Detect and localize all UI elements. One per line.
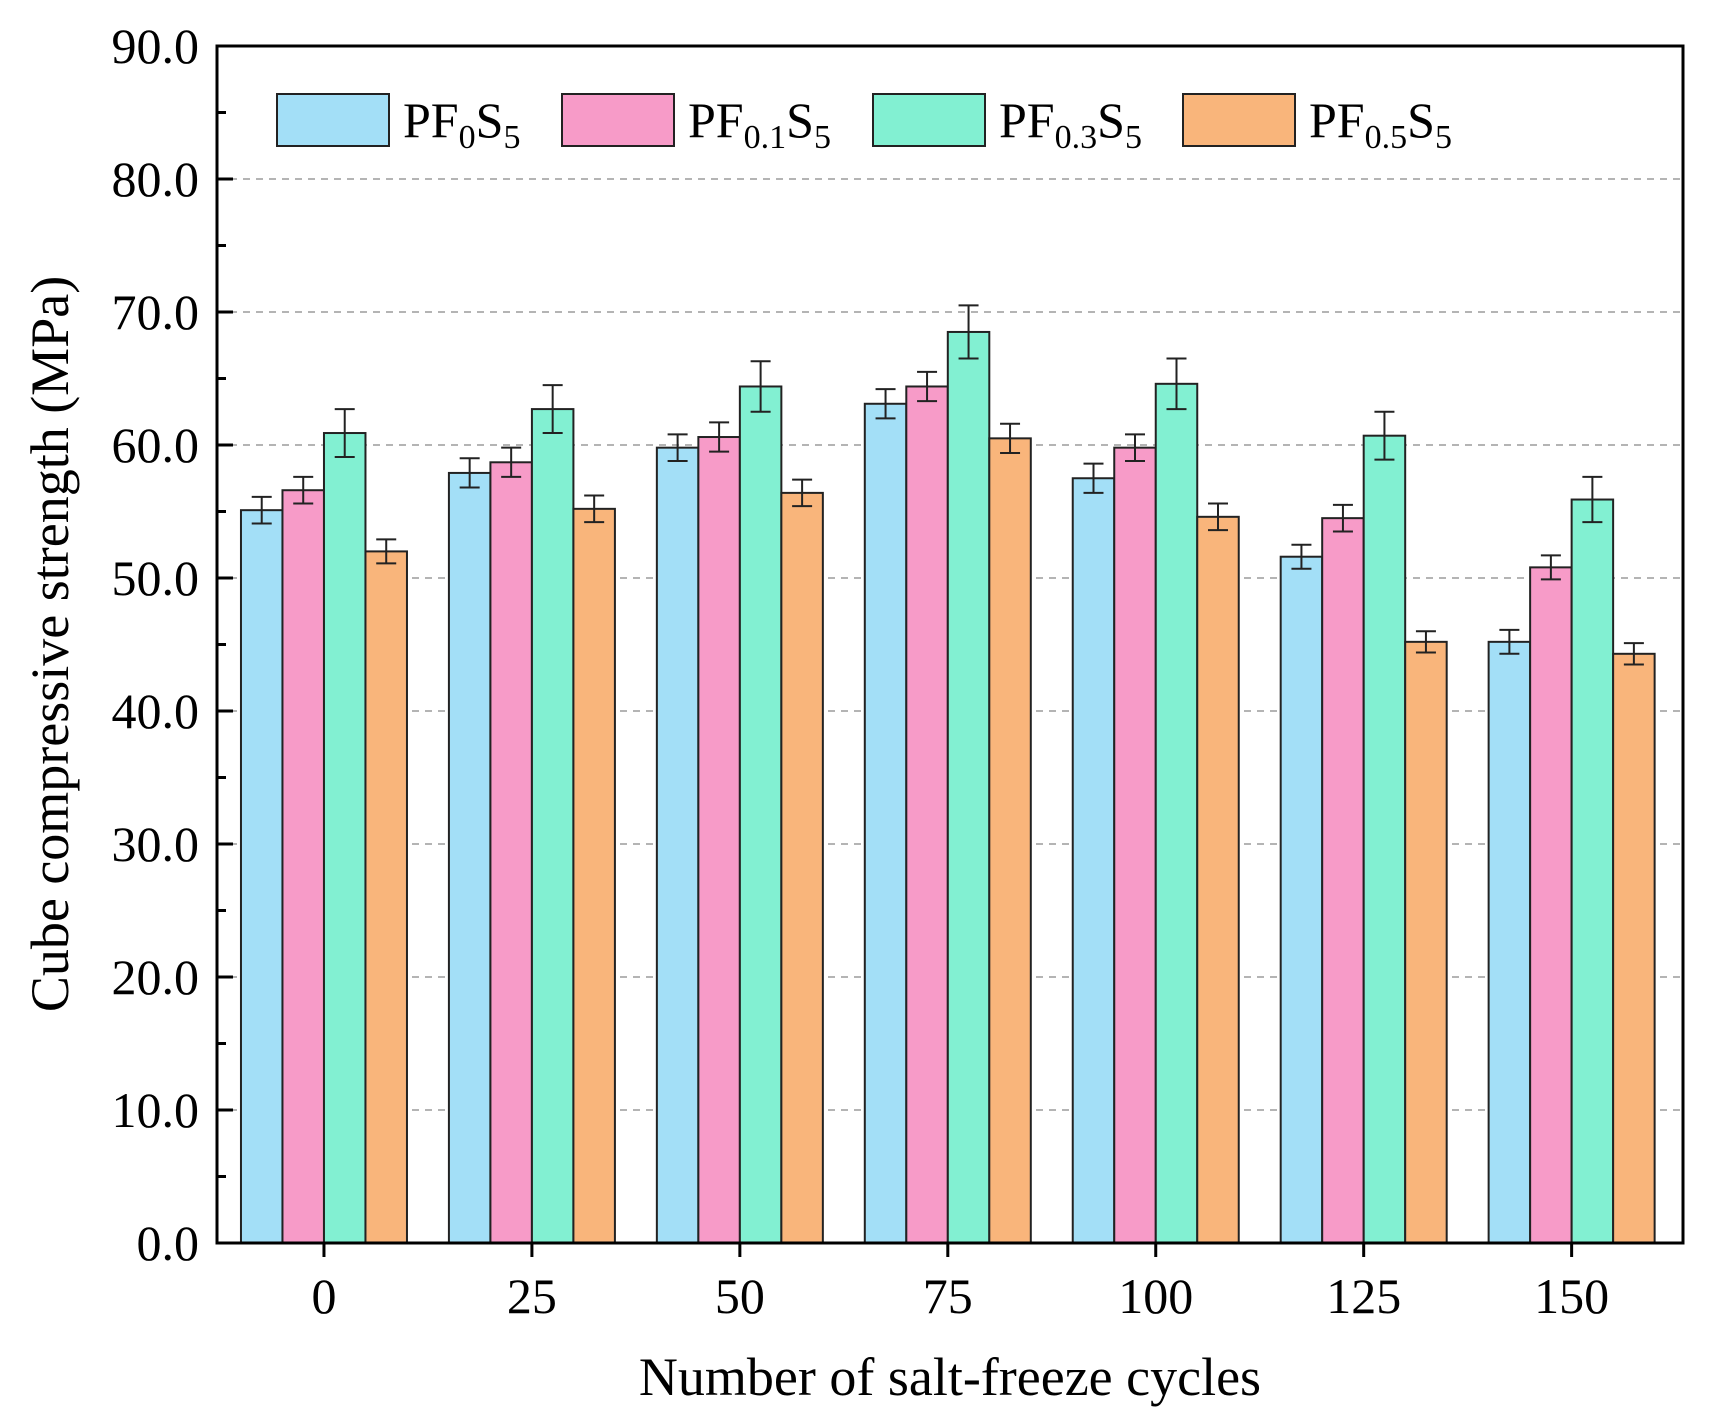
bar	[780, 491, 824, 1244]
y-tick-label: 0.0	[137, 1215, 200, 1271]
y-tick-label: 30.0	[112, 816, 200, 872]
bar	[863, 402, 908, 1244]
legend-label: PF0S5	[403, 92, 520, 156]
y-tick-label: 20.0	[112, 949, 200, 1005]
legend-swatch	[872, 93, 986, 147]
bar	[364, 550, 408, 1244]
bar	[1612, 652, 1656, 1244]
legend: PF0S5 PF0.1S5 PF0.3S5 PF0.5S5	[276, 92, 1452, 156]
bar	[988, 437, 1032, 1245]
y-tick-label: 70.0	[112, 284, 200, 340]
y-axis-ticks: 0.0 10.0 20.0 30.0 40.0 50.0 60.0 70.0 80.0 90.0	[112, 18, 233, 1271]
bar	[1071, 477, 1116, 1244]
bar	[322, 432, 367, 1244]
legend-label: PF0.1S5	[688, 92, 831, 156]
bar	[1196, 515, 1240, 1244]
bar	[738, 385, 783, 1245]
bar	[1529, 566, 1573, 1244]
bar	[1321, 517, 1365, 1244]
bar	[655, 446, 700, 1245]
bar	[1279, 555, 1324, 1244]
bar	[1154, 382, 1199, 1244]
bar	[697, 436, 741, 1244]
bars	[239, 330, 1656, 1245]
y-tick-label: 90.0	[112, 18, 200, 74]
y-tick-label: 10.0	[112, 1082, 200, 1138]
bar	[1487, 640, 1532, 1244]
y-tick-label: 40.0	[112, 683, 200, 739]
bar	[1570, 498, 1615, 1244]
x-tick-label: 25	[507, 1268, 557, 1324]
x-axis-title: Number of salt-freeze cycles	[639, 1347, 1261, 1407]
bar	[281, 489, 325, 1245]
bar	[239, 509, 284, 1245]
legend-label: PF0.3S5	[999, 92, 1142, 156]
bar	[946, 330, 991, 1244]
y-axis-title: Cube compressive strength (MPa)	[20, 276, 80, 1012]
error-bars	[251, 304, 1644, 666]
y-tick-label: 50.0	[112, 550, 200, 606]
x-tick-label: 100	[1118, 1268, 1193, 1324]
x-tick-label: 125	[1326, 1268, 1401, 1324]
legend-label: PF0.5S5	[1309, 92, 1452, 156]
bar	[1113, 446, 1157, 1245]
x-tick-label: 50	[715, 1268, 765, 1324]
bar	[447, 471, 492, 1244]
legend-swatch	[561, 93, 675, 147]
bar	[489, 461, 533, 1245]
x-tick-label: 0	[311, 1268, 336, 1324]
x-tick-label: 150	[1534, 1268, 1609, 1324]
y-tick-label: 80.0	[112, 151, 200, 207]
bar	[1404, 640, 1448, 1244]
bar	[572, 507, 616, 1244]
x-tick-label: 75	[923, 1268, 973, 1324]
legend-swatch	[1182, 93, 1296, 147]
legend-swatch	[276, 93, 390, 147]
x-axis-ticks: 0 25 50 75 100 125 150	[311, 1243, 1609, 1324]
y-tick-label: 60.0	[112, 417, 200, 473]
bar	[905, 385, 949, 1245]
bar	[530, 408, 575, 1244]
bar	[1362, 434, 1407, 1244]
